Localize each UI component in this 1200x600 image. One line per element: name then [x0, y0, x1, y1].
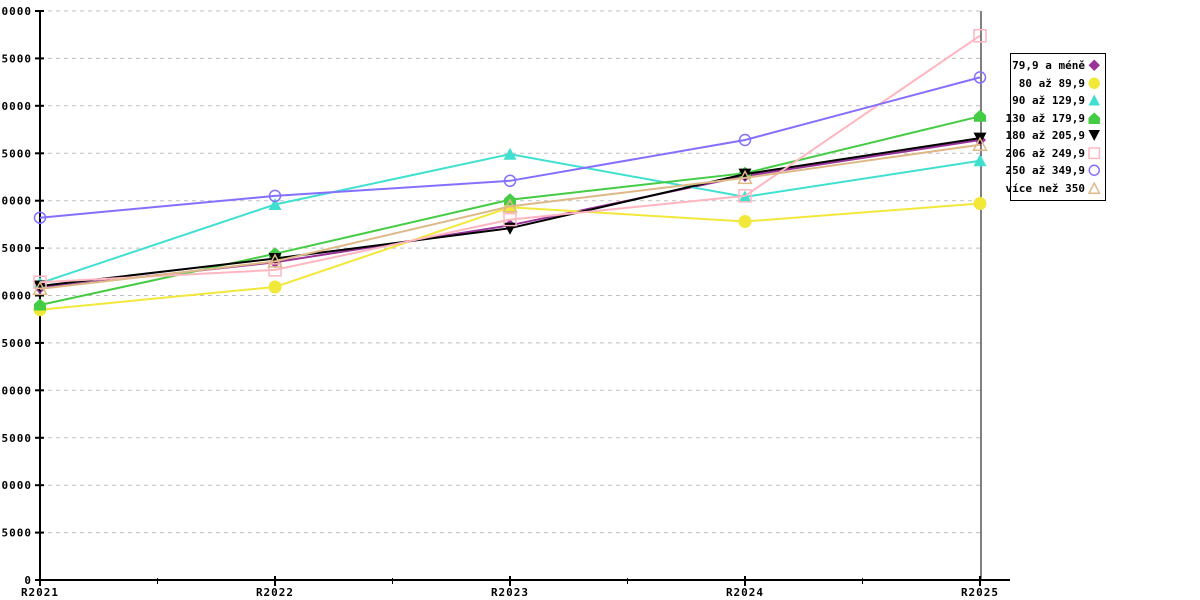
- triangle-down-legend-marker-icon: [1088, 130, 1100, 142]
- x-tick-label: R2022: [256, 586, 294, 599]
- legend-item: 90 až 129,9: [1012, 92, 1101, 110]
- legend-item: 250 až 349,9: [1006, 162, 1101, 180]
- y-tick-label: 20000: [0, 384, 32, 397]
- x-tick-label: R2023: [491, 586, 529, 599]
- data-point-marker: [973, 28, 987, 43]
- chart-legend: 79,9 a méně 80 až 89,9 90 až 129,9 130 až 1…: [1006, 53, 1106, 201]
- data-point-marker: [268, 280, 282, 294]
- data-point-marker: [32, 280, 48, 296]
- y-tick-label: 45000: [0, 147, 32, 160]
- data-point-marker: [973, 154, 987, 167]
- legend-item: 79,9 a méně: [1012, 57, 1101, 75]
- data-point-marker: [738, 133, 752, 147]
- circle-legend-marker-icon: [1088, 77, 1100, 89]
- legend-item: více než 350: [1006, 180, 1101, 198]
- square-legend-marker-icon: [1088, 147, 1101, 159]
- y-tick-label: 5000: [2, 527, 33, 540]
- legend-item: 130 až 179,9: [1006, 110, 1101, 128]
- data-point-marker: [268, 189, 282, 203]
- y-tick-label: 60000: [0, 5, 32, 18]
- y-tick-label: 25000: [0, 337, 32, 350]
- legend-label: 79,9 a méně: [1012, 59, 1085, 73]
- y-tick-label: 35000: [0, 242, 32, 255]
- data-point-marker: [738, 168, 752, 181]
- legend-label: 250 až 349,9: [1005, 164, 1085, 178]
- data-point-marker: [738, 189, 752, 203]
- legend-item: 180 až 205,9: [1006, 127, 1101, 145]
- data-point-marker: [972, 136, 988, 151]
- data-point-marker: [737, 169, 753, 185]
- data-point-marker: [503, 147, 517, 160]
- legend-label: více než 350: [1005, 181, 1085, 195]
- legend-item: 80 až 89,9: [1013, 75, 1101, 93]
- data-point-marker: [973, 71, 987, 84]
- x-tick-label: R2021: [21, 586, 59, 599]
- data-point-marker: [503, 212, 517, 227]
- triangle-up-legend-marker-icon: [1088, 94, 1100, 106]
- data-point-marker: [268, 263, 282, 277]
- data-point-marker: [503, 174, 517, 188]
- data-point-marker: [973, 197, 987, 210]
- y-tick-label: 40000: [0, 195, 32, 208]
- series-line: [39, 34, 981, 284]
- diamond-legend-marker-icon: [1088, 59, 1100, 72]
- data-point-marker: [34, 298, 46, 311]
- y-tick-label: 55000: [0, 52, 32, 65]
- data-point-marker: [974, 109, 986, 122]
- y-tick-label: 30000: [0, 290, 32, 303]
- data-point-marker: [268, 198, 282, 210]
- triangle-up-legend-marker-icon: [1088, 181, 1101, 194]
- y-tick-label: 0: [24, 574, 32, 587]
- data-point-marker: [267, 253, 283, 268]
- legend-item: 206 až 249,9: [1006, 145, 1101, 163]
- data-point-marker: [268, 253, 282, 265]
- series-line: [39, 76, 981, 219]
- x-tick-label: R2025: [961, 586, 999, 599]
- series-line: [39, 143, 981, 290]
- legend-label: 80 až 89,9: [1018, 76, 1085, 90]
- data-point-marker: [33, 211, 47, 224]
- data-point-marker: [738, 215, 752, 228]
- legend-label: 130 až 179,9: [1005, 111, 1085, 125]
- legend-label: 206 až 249,9: [1005, 146, 1085, 160]
- pentagon-legend-marker-icon: [1088, 112, 1100, 124]
- data-point-marker: [502, 198, 518, 213]
- y-tick-label: 10000: [0, 479, 32, 492]
- legend-label: 180 až 205,9: [1005, 129, 1085, 143]
- legend-label: 90 až 129,9: [1012, 94, 1085, 108]
- data-point-marker: [33, 280, 47, 293]
- y-tick-label: 15000: [0, 432, 32, 445]
- circle-legend-marker-icon: [1088, 164, 1100, 177]
- x-tick-label: R2024: [726, 586, 764, 599]
